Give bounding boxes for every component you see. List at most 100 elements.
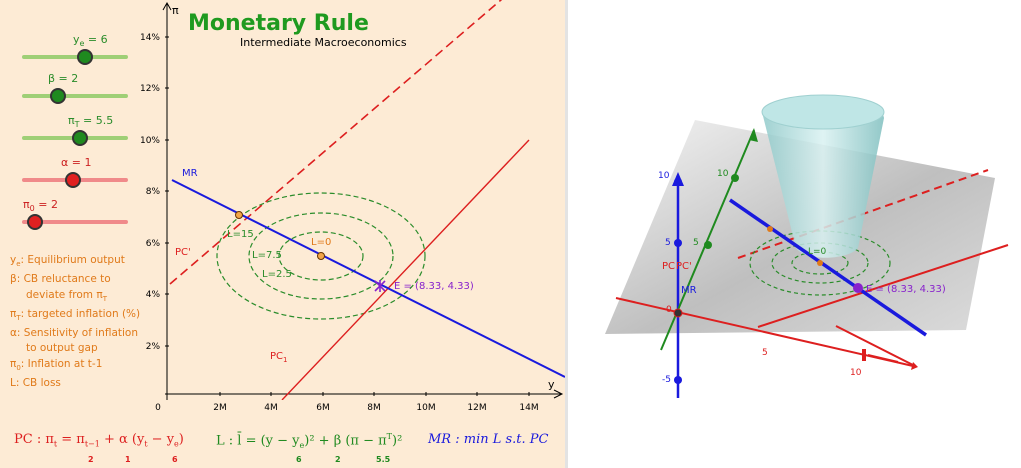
loss-value-beta: 2 bbox=[335, 455, 341, 464]
y-tick-label: 12% bbox=[140, 84, 160, 94]
x-tick-label: 6M bbox=[316, 403, 330, 413]
loss-surface-rim bbox=[761, 94, 885, 130]
pc-prime-line[interactable] bbox=[169, 0, 565, 285]
slider-ye-knob[interactable] bbox=[77, 49, 93, 65]
x-tick-label: 14M bbox=[519, 403, 538, 413]
pc1-label: PC1 bbox=[270, 351, 287, 364]
mr-line[interactable] bbox=[171, 179, 565, 378]
loss-contour-7-5 bbox=[248, 212, 394, 300]
x3-tick-label: 5 bbox=[762, 348, 768, 358]
origin-point bbox=[673, 308, 683, 318]
z-tick-label: 5 bbox=[665, 238, 671, 248]
point-3d-pc-prime[interactable] bbox=[767, 226, 773, 232]
loss-value-pit: 5.5 bbox=[376, 455, 391, 464]
z-tick-label: -5 bbox=[662, 375, 671, 385]
x-tick-label: 2M bbox=[213, 403, 227, 413]
slider-pi-0-track[interactable] bbox=[22, 220, 128, 224]
legend-pi-t: πT: targeted inflation (%) bbox=[10, 307, 141, 322]
loss-surface[interactable] bbox=[762, 98, 884, 258]
slider-pi-t-label: πT = 5.5 bbox=[68, 114, 114, 130]
loss-label-0: L=0 bbox=[311, 237, 331, 248]
slider-pi-0[interactable]: π0 = 2 bbox=[0, 198, 160, 238]
pc-value-pi0: 2 bbox=[88, 455, 94, 464]
y-tick-label: 6% bbox=[146, 239, 161, 249]
loss-label-15: L=15 bbox=[227, 229, 254, 240]
pc-prime-3d-label: PC' bbox=[676, 261, 692, 272]
y-tick-label: 2% bbox=[146, 342, 161, 352]
pc-3d-label: PC bbox=[662, 261, 675, 272]
graph-title: Monetary Rule bbox=[188, 11, 369, 36]
loss-3d-label: L=0 bbox=[808, 247, 827, 257]
point-3d-loss-min[interactable] bbox=[817, 260, 823, 266]
equilibrium-3d-point[interactable] bbox=[853, 283, 863, 293]
legend-beta: β: CB reluctance to bbox=[10, 273, 111, 286]
pc1-line[interactable] bbox=[281, 139, 530, 400]
slider-alpha-label: α = 1 bbox=[61, 156, 92, 169]
slider-alpha[interactable]: α = 1 bbox=[0, 156, 160, 196]
loss-contours bbox=[216, 192, 426, 320]
y-tick-label: 4% bbox=[146, 290, 161, 300]
y3-tick-label: 5 bbox=[693, 238, 699, 248]
pc-prime-label: PC' bbox=[175, 247, 191, 258]
loss-contour-2-5 bbox=[278, 231, 364, 281]
x-tick-label: 8M bbox=[367, 403, 381, 413]
legend-alpha-2: to output gap bbox=[26, 342, 98, 355]
y-tick-label: 10% bbox=[140, 136, 160, 146]
pc-value-alpha: 1 bbox=[125, 455, 131, 464]
slider-pi-t-knob[interactable] bbox=[72, 130, 88, 146]
y-ticks: 14% 12% 10% 8% 6% 4% 2% bbox=[140, 33, 169, 352]
equilibrium-3d-label: E = (8.33, 4.33) bbox=[866, 284, 946, 295]
slider-beta-label: β = 2 bbox=[48, 72, 79, 85]
slider-alpha-knob[interactable] bbox=[65, 172, 81, 188]
graph-2d-canvas[interactable]: π y 14% 12% 10% 8% 6% 4% 2% 0 2M 4M 6M 8… bbox=[0, 0, 565, 468]
legend-ye: ye: Equilibrium output bbox=[10, 254, 125, 269]
point-loss-min[interactable] bbox=[317, 252, 325, 260]
loss-value-ye: 6 bbox=[296, 455, 302, 464]
x-tick-label: 4M bbox=[264, 403, 278, 413]
pc-value-ye: 6 bbox=[172, 455, 178, 464]
loss-label-7-5: L=7.5 bbox=[252, 250, 282, 261]
legend-loss: L: CB loss bbox=[10, 376, 61, 389]
slider-beta-track[interactable] bbox=[22, 94, 128, 98]
slider-pi-0-label: π0 = 2 bbox=[23, 198, 58, 214]
graph-subtitle: Intermediate Macroeconomics bbox=[240, 36, 407, 49]
mr-formula: MR : min L s.t. PC bbox=[428, 432, 549, 447]
y-axis-label: π bbox=[172, 4, 179, 17]
legend-beta-2: deviate from πT bbox=[26, 288, 107, 303]
pc-3d-line[interactable] bbox=[757, 244, 1009, 328]
slider-ye-track[interactable] bbox=[22, 55, 128, 59]
graphics-3d-panel[interactable]: 10 5 -5 10 5 5 10 0 MR PC PC' L=0 E = (8… bbox=[568, 0, 1021, 468]
pc-formula: PC : πt = πt−1 + α (yt − ye) bbox=[14, 432, 184, 449]
z-tick-label: 10 bbox=[658, 171, 670, 181]
y-axis-arrow bbox=[162, 1, 172, 11]
loss-contour-15 bbox=[216, 192, 426, 320]
legend-alpha: α: Sensitivity of inflation bbox=[10, 327, 138, 340]
x-tick-label: 12M bbox=[467, 403, 486, 413]
mr-3d-label: MR bbox=[681, 285, 697, 296]
equilibrium-label: E = (8.33, 4.33) bbox=[394, 281, 474, 292]
legend-pi-0: π0: Inflation at t-1 bbox=[10, 357, 103, 372]
equilibrium-marker[interactable] bbox=[374, 280, 386, 292]
x-axis-arrow bbox=[553, 389, 564, 399]
panel-divider[interactable] bbox=[565, 0, 568, 468]
slider-pi-t[interactable]: πT = 5.5 bbox=[0, 114, 160, 154]
y-tick-label: 8% bbox=[146, 187, 161, 197]
slider-pi-0-knob[interactable] bbox=[27, 214, 43, 230]
y-tick-label: 14% bbox=[140, 33, 160, 43]
x-tick-label: 10M bbox=[416, 403, 435, 413]
origin-label: 0 bbox=[666, 305, 672, 315]
graph-3d-canvas[interactable]: 10 5 -5 10 5 5 10 0 MR PC PC' L=0 E = (8… bbox=[568, 0, 1021, 468]
loss-label-2-5: L=2.5 bbox=[262, 269, 292, 280]
y3-tick-label: 10 bbox=[717, 169, 729, 179]
x-ticks: 0 2M 4M 6M 8M 10M 12M 14M bbox=[155, 392, 539, 413]
mr-3d-line[interactable] bbox=[729, 198, 927, 337]
x3-tick-label: 10 bbox=[850, 368, 862, 378]
point-pc-prime-mr[interactable] bbox=[235, 211, 243, 219]
parameter-legend: ye: Equilibrium output β: CB reluctance … bbox=[10, 253, 160, 391]
graphics-2d-panel[interactable]: ye = 6 β = 2 πT = 5.5 α = 1 π0 = 2 ye: E… bbox=[0, 0, 565, 468]
slider-beta-knob[interactable] bbox=[50, 88, 66, 104]
slider-ye-label: ye = 6 bbox=[73, 33, 108, 49]
slider-ye[interactable]: ye = 6 bbox=[0, 33, 160, 73]
x-axis-label: y bbox=[548, 378, 555, 391]
slider-beta[interactable]: β = 2 bbox=[0, 72, 160, 112]
